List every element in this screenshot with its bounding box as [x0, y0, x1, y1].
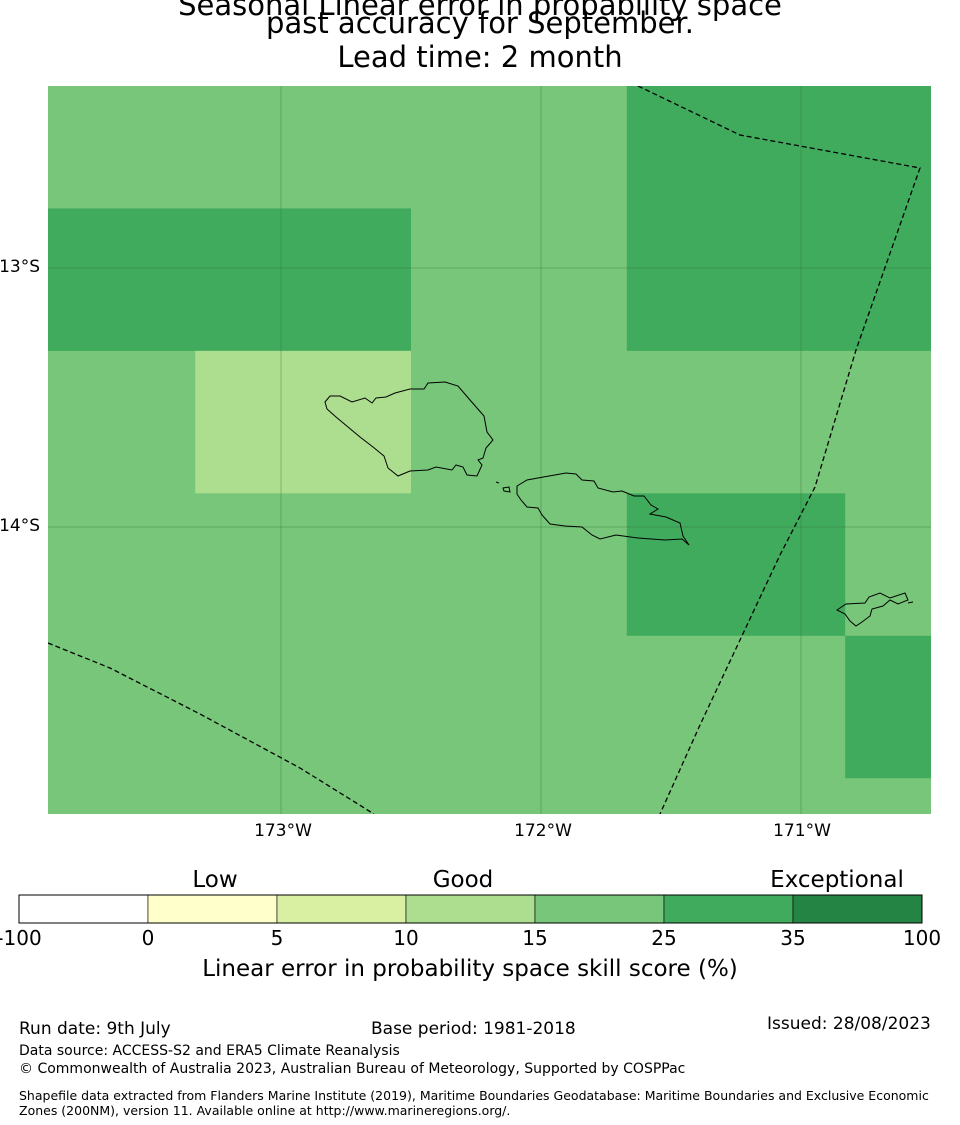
skill-cell	[845, 635, 931, 779]
run-date: Run date: 9th July	[19, 1019, 171, 1039]
colorbar-tick-label: 100	[902, 926, 942, 950]
legend-category-exceptional: Exceptional	[770, 867, 904, 893]
colorbar-tick-label: -100	[0, 926, 42, 950]
aunuu-island	[907, 601, 914, 604]
eez-boundary-southwest	[48, 642, 375, 814]
colorbar-segment	[534, 894, 665, 924]
colorbar-segment	[18, 894, 149, 924]
colorbar-tick-label: 5	[270, 926, 284, 950]
lon-label-173w: 173°W	[254, 821, 312, 841]
lat-label-13s: 13°S	[0, 257, 40, 277]
skill-cells	[48, 86, 931, 779]
lat-label-14s: 14°S	[0, 516, 40, 536]
shapefile-credit: Shapefile data extracted from Flanders M…	[19, 1088, 929, 1118]
colorbar-tick-label: 25	[651, 926, 677, 950]
coastlines	[324, 381, 914, 627]
legend-category-good: Good	[432, 867, 494, 893]
colorbar-segment	[405, 894, 536, 924]
tutuila-island	[836, 592, 909, 627]
skill-cell	[626, 493, 846, 636]
data-source: Data source: ACCESS-S2 and ERA5 Climate …	[19, 1043, 400, 1059]
legend-category-low: Low	[192, 867, 238, 893]
colorbar-tick-label: 10	[393, 926, 419, 950]
map-title-line-2: past accuracy for September.	[266, 6, 694, 40]
colorbar-segment	[276, 894, 407, 924]
colorbar-tick-label: 0	[141, 926, 155, 950]
base-period: Base period: 1981-2018	[371, 1019, 576, 1039]
map-title-line-1: Seasonal Linear error in probability spa…	[178, 0, 782, 22]
copyright: © Commonwealth of Australia 2023, Austra…	[19, 1061, 686, 1077]
apolima-island	[495, 481, 500, 484]
graticule	[48, 86, 931, 814]
colorbar-segment	[147, 894, 278, 924]
colorbar-segment	[663, 894, 794, 924]
skill-cell	[48, 208, 411, 351]
upolu-island	[516, 472, 690, 546]
map-title-line-3: Lead time: 2 month	[337, 40, 623, 74]
manono-island	[502, 486, 511, 493]
issued-date: Issued: 28/08/2023	[767, 1014, 931, 1034]
savaii-island	[324, 381, 494, 477]
colorbar-tick-label: 35	[780, 926, 806, 950]
lon-label-171w: 171°W	[773, 821, 831, 841]
colorbar-segment	[792, 894, 923, 924]
lon-label-172w: 172°W	[514, 821, 572, 841]
skill-cell	[626, 86, 931, 351]
eez-boundary-east	[637, 86, 921, 814]
colorbar-tick-label: 15	[522, 926, 548, 950]
colorbar-frame	[18, 894, 923, 924]
colorbar-title: Linear error in probability space skill …	[202, 956, 738, 982]
colorbar	[18, 894, 923, 924]
eez-boundaries	[48, 86, 921, 814]
skill-cell	[195, 350, 411, 494]
